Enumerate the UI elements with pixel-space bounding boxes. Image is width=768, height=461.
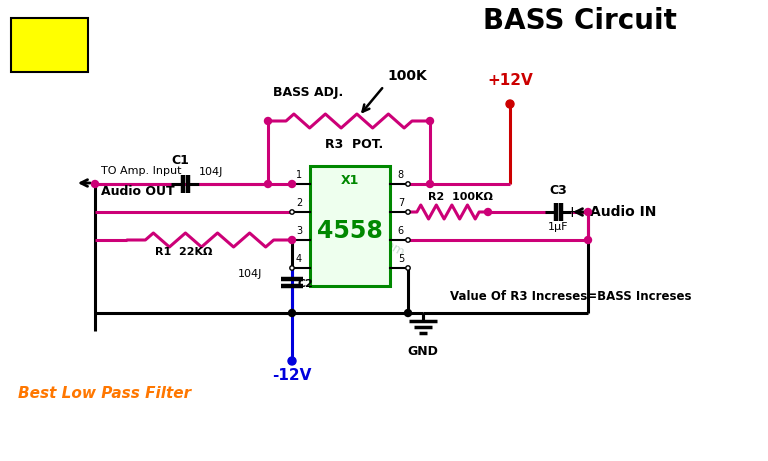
Text: GND: GND [408, 345, 439, 358]
Text: 6: 6 [398, 226, 404, 236]
Circle shape [289, 236, 296, 243]
Text: TO Amp. Input: TO Amp. Input [101, 166, 181, 176]
Circle shape [290, 266, 294, 270]
Text: BASS ADJ.: BASS ADJ. [273, 86, 343, 99]
Text: 1μF: 1μF [548, 222, 568, 232]
Circle shape [426, 181, 433, 188]
Text: R2  100KΩ: R2 100KΩ [428, 192, 493, 202]
Text: R1  22KΩ: R1 22KΩ [155, 247, 213, 257]
Circle shape [584, 208, 591, 215]
Text: -12V: -12V [273, 368, 312, 383]
Circle shape [290, 210, 294, 214]
Circle shape [289, 309, 296, 317]
Text: +: + [565, 205, 578, 220]
Text: 5: 5 [398, 254, 404, 264]
Text: C3: C3 [549, 184, 567, 197]
Text: Audio OUT: Audio OUT [101, 185, 174, 198]
Text: R3  POT.: R3 POT. [325, 138, 383, 151]
Text: X1: X1 [341, 173, 359, 187]
Text: 2: 2 [296, 198, 303, 208]
Circle shape [406, 238, 410, 242]
Circle shape [289, 181, 296, 188]
Text: 4: 4 [296, 254, 302, 264]
Text: 100K: 100K [387, 69, 427, 83]
Text: 3: 3 [296, 226, 302, 236]
Text: 7: 7 [398, 198, 404, 208]
Text: Audio IN: Audio IN [590, 205, 657, 219]
Text: BOOM
BOOM: BOOM BOOM [18, 26, 80, 64]
Text: Value Of R3 Increses=BASS Increses: Value Of R3 Increses=BASS Increses [450, 290, 691, 302]
Circle shape [288, 357, 296, 365]
Bar [310, 166, 390, 286]
Circle shape [406, 182, 410, 186]
Circle shape [290, 238, 294, 242]
Text: 8: 8 [398, 170, 404, 180]
FancyBboxPatch shape [11, 18, 88, 72]
Circle shape [264, 181, 272, 188]
Circle shape [485, 208, 492, 215]
Text: circuitspedia.com: circuitspedia.com [304, 193, 406, 260]
Circle shape [406, 266, 410, 270]
Text: +12V: +12V [487, 73, 533, 88]
Text: Best Low Pass Filter: Best Low Pass Filter [18, 385, 191, 401]
Circle shape [290, 182, 294, 186]
Circle shape [426, 118, 433, 124]
Text: BASS Circuit: BASS Circuit [483, 7, 677, 35]
Circle shape [584, 236, 591, 243]
Circle shape [405, 309, 412, 317]
Text: 1: 1 [296, 170, 302, 180]
Text: 104J: 104J [199, 167, 223, 177]
Circle shape [406, 210, 410, 214]
Text: C2: C2 [297, 279, 313, 289]
Text: C1: C1 [171, 154, 189, 167]
Circle shape [91, 181, 98, 188]
Circle shape [506, 100, 514, 108]
Text: 4558: 4558 [317, 219, 383, 243]
Circle shape [264, 118, 272, 124]
Text: 104J: 104J [237, 269, 262, 279]
